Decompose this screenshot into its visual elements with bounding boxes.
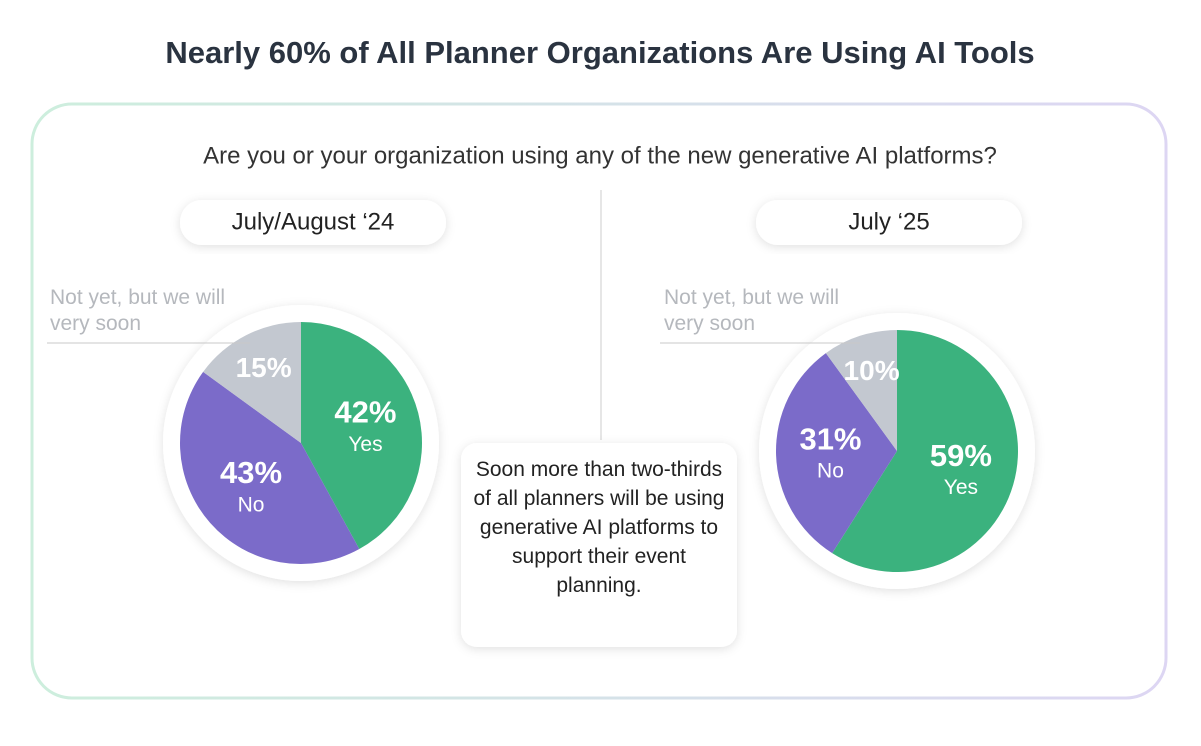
chart-title: July/August ‘24 <box>232 208 395 235</box>
outside-label-area: Not yet, but we will very soon <box>664 286 840 335</box>
value-label: 15% <box>236 352 292 383</box>
pie-slice <box>825 330 897 451</box>
value-label: 42% <box>334 395 396 430</box>
pie-slice <box>180 371 360 564</box>
value-label: 59% <box>930 438 992 473</box>
value-label: 10% <box>844 355 900 386</box>
slice-label: No <box>817 460 844 483</box>
pie-slice <box>775 353 897 554</box>
outside-label: Not yet, but we will very soon <box>50 286 226 335</box>
pie-slice <box>832 330 1018 572</box>
slice-label: Yes <box>348 433 382 456</box>
slice-label: No <box>238 494 265 517</box>
pie-slice <box>301 322 422 550</box>
title: Nearly 60% of All Planner Organizations … <box>165 35 1034 70</box>
callout-box <box>461 443 737 647</box>
outside-label-area: Not yet, but we will very soon <box>50 286 226 335</box>
slice-label: Yes <box>944 476 978 499</box>
title-pill <box>756 200 1022 245</box>
charts: July/August ‘24 42% Yes 43% No 15% Not yet, bu… <box>47 200 1035 589</box>
question: Are you or your organization using any o… <box>203 142 997 169</box>
callout-area: Soon more than two-thirds of all planner… <box>473 458 725 597</box>
callout: Soon more than two-thirds of all planner… <box>473 458 725 597</box>
chart-title: July ‘25 <box>848 208 929 235</box>
title-pill <box>180 200 446 245</box>
pie-slice <box>203 322 301 443</box>
value-label: 43% <box>220 455 282 490</box>
value-label: 31% <box>799 421 861 456</box>
outside-label: Not yet, but we will very soon <box>664 286 840 335</box>
